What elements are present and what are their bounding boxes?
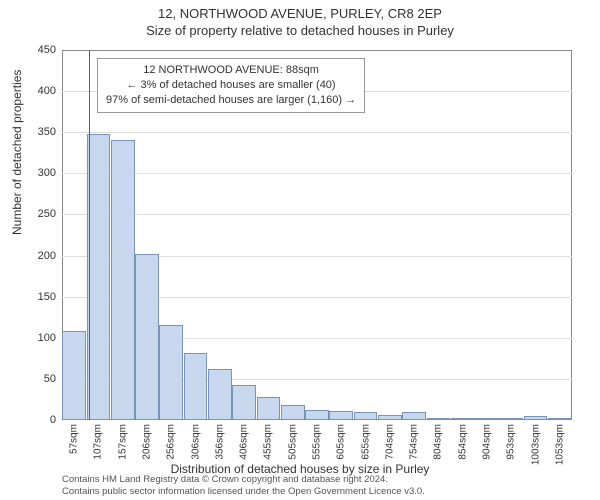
bar xyxy=(62,331,86,420)
x-tick-label: 704sqm xyxy=(384,424,395,460)
x-tick-label: 1053sqm xyxy=(554,424,565,465)
annotation-line: ← 3% of detached houses are smaller (40) xyxy=(106,78,356,93)
bar xyxy=(232,385,256,420)
y-tick-label: 300 xyxy=(38,167,56,179)
x-tick-label: 1003sqm xyxy=(530,424,541,465)
chart-plot-area: 05010015020025030035040045057sqm107sqm15… xyxy=(62,50,572,420)
x-tick-label: 804sqm xyxy=(433,424,444,460)
x-tick-label: 57sqm xyxy=(69,424,80,454)
x-tick-label: 256sqm xyxy=(166,424,177,460)
footer-line: Contains HM Land Registry data © Crown c… xyxy=(62,474,425,486)
y-tick-label: 350 xyxy=(38,126,56,138)
bar xyxy=(208,369,232,420)
bar xyxy=(427,418,451,420)
bar xyxy=(354,412,378,420)
x-tick-label: 555sqm xyxy=(312,424,323,460)
title-block: 12, NORTHWOOD AVENUE, PURLEY, CR8 2EP Si… xyxy=(0,0,600,38)
x-tick-label: 655sqm xyxy=(360,424,371,460)
gridline xyxy=(62,214,572,215)
footer-attribution: Contains HM Land Registry data © Crown c… xyxy=(62,474,425,498)
y-tick-label: 0 xyxy=(50,414,56,426)
x-tick-label: 306sqm xyxy=(190,424,201,460)
x-tick-label: 953sqm xyxy=(506,424,517,460)
y-tick-label: 250 xyxy=(38,208,56,220)
bar xyxy=(548,418,572,420)
annotation-box: 12 NORTHWOOD AVENUE: 88sqm← 3% of detach… xyxy=(97,58,365,113)
x-tick-label: 206sqm xyxy=(142,424,153,460)
bar xyxy=(329,411,353,420)
bar xyxy=(281,405,305,420)
x-tick-label: 406sqm xyxy=(239,424,250,460)
bar xyxy=(499,418,523,420)
gridline xyxy=(62,173,572,174)
bar xyxy=(378,415,402,420)
x-tick-label: 854sqm xyxy=(457,424,468,460)
footer-line: Contains public sector information licen… xyxy=(62,486,425,498)
x-tick-label: 605sqm xyxy=(336,424,347,460)
bar xyxy=(305,410,329,420)
y-tick-label: 150 xyxy=(38,291,56,303)
x-tick-label: 505sqm xyxy=(287,424,298,460)
y-tick-label: 450 xyxy=(38,44,56,56)
y-tick-label: 200 xyxy=(38,250,56,262)
page-subtitle: Size of property relative to detached ho… xyxy=(0,23,600,38)
x-tick-label: 455sqm xyxy=(263,424,274,460)
x-tick-label: 107sqm xyxy=(93,424,104,460)
x-tick-label: 157sqm xyxy=(117,424,128,460)
bar xyxy=(524,416,548,420)
x-tick-label: 754sqm xyxy=(409,424,420,460)
bar xyxy=(111,140,135,420)
y-tick-label: 50 xyxy=(44,373,56,385)
x-tick-label: 356sqm xyxy=(214,424,225,460)
reference-line xyxy=(89,50,90,420)
page-title: 12, NORTHWOOD AVENUE, PURLEY, CR8 2EP xyxy=(0,6,600,21)
bar xyxy=(159,325,183,420)
annotation-line: 97% of semi-detached houses are larger (… xyxy=(106,93,356,108)
bar xyxy=(257,397,281,420)
bar xyxy=(135,254,159,420)
x-tick-label: 904sqm xyxy=(482,424,493,460)
annotation-line: 12 NORTHWOOD AVENUE: 88sqm xyxy=(106,63,356,78)
bar xyxy=(184,353,208,420)
bar xyxy=(402,412,426,420)
gridline xyxy=(62,132,572,133)
y-tick-label: 400 xyxy=(38,85,56,97)
y-axis-title: Number of detached properties xyxy=(10,70,24,235)
bar xyxy=(451,418,475,420)
bar xyxy=(475,418,499,420)
y-tick-label: 100 xyxy=(38,332,56,344)
